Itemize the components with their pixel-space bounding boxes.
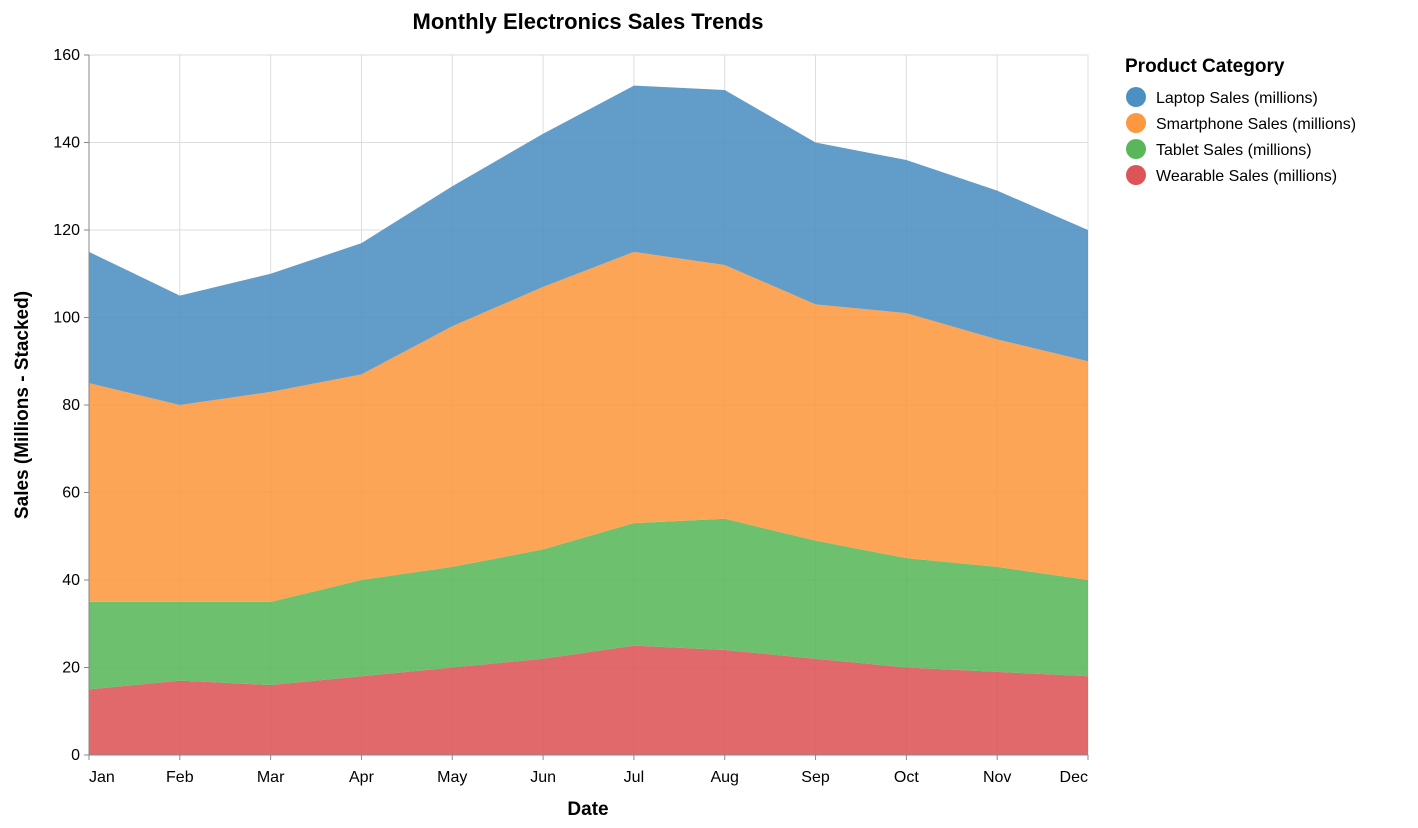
area-tablet xyxy=(89,518,1088,690)
legend-label: Smartphone Sales (millions) xyxy=(1156,116,1356,133)
y-tick-label: 40 xyxy=(62,572,80,589)
axes: 0 20 40 60 80 100 120 140 160 Jan Feb Mar Apr May Jun J… xyxy=(53,47,1089,786)
legend-title: Product Category xyxy=(1125,56,1285,77)
legend-label: Tablet Sales (millions) xyxy=(1156,142,1312,159)
y-tick-label: 20 xyxy=(62,660,80,677)
x-tick-label: Jun xyxy=(530,769,556,786)
legend-swatch xyxy=(1126,113,1146,133)
x-axis-title: Date xyxy=(567,799,608,820)
legend-swatch xyxy=(1126,165,1146,185)
x-tick-label: Oct xyxy=(894,769,919,786)
y-tick-label: 140 xyxy=(53,135,80,152)
legend-item-laptop: Laptop Sales (millions) xyxy=(1126,87,1318,107)
area-series xyxy=(89,85,1088,755)
y-tick-label: 100 xyxy=(53,310,80,327)
legend-label: Wearable Sales (millions) xyxy=(1156,168,1337,185)
x-tick-label: Nov xyxy=(983,769,1011,786)
area-smartphone xyxy=(89,251,1088,602)
y-tick-label: 80 xyxy=(62,397,80,414)
area-laptop xyxy=(89,85,1088,405)
legend-item-smartphone: Smartphone Sales (millions) xyxy=(1126,113,1356,133)
legend: Product Category Laptop Sales (millions)… xyxy=(1125,56,1356,185)
legend-item-tablet: Tablet Sales (millions) xyxy=(1126,139,1312,159)
y-tick-label: 0 xyxy=(71,747,80,764)
x-tick-label: Mar xyxy=(257,769,285,786)
x-tick-label: May xyxy=(437,769,467,786)
legend-item-wearable: Wearable Sales (millions) xyxy=(1126,165,1337,185)
legend-swatch xyxy=(1126,87,1146,107)
y-tick-label: 120 xyxy=(53,222,80,239)
legend-swatch xyxy=(1126,139,1146,159)
x-tick-label: Sep xyxy=(801,769,830,786)
legend-label: Laptop Sales (millions) xyxy=(1156,90,1318,107)
y-tick-label: 60 xyxy=(62,485,80,502)
x-tick-label: Jan xyxy=(89,769,115,786)
x-tick-label: Apr xyxy=(349,769,375,786)
x-tick-label: Feb xyxy=(166,769,194,786)
y-tick-label: 160 xyxy=(53,47,80,64)
x-tick-label: Dec xyxy=(1060,769,1088,786)
chart-title: Monthly Electronics Sales Trends xyxy=(413,9,764,34)
y-axis-title: Sales (Millions - Stacked) xyxy=(12,291,33,519)
x-tick-label: Jul xyxy=(624,769,644,786)
x-tick-label: Aug xyxy=(710,769,738,786)
area-wearable xyxy=(89,645,1088,755)
